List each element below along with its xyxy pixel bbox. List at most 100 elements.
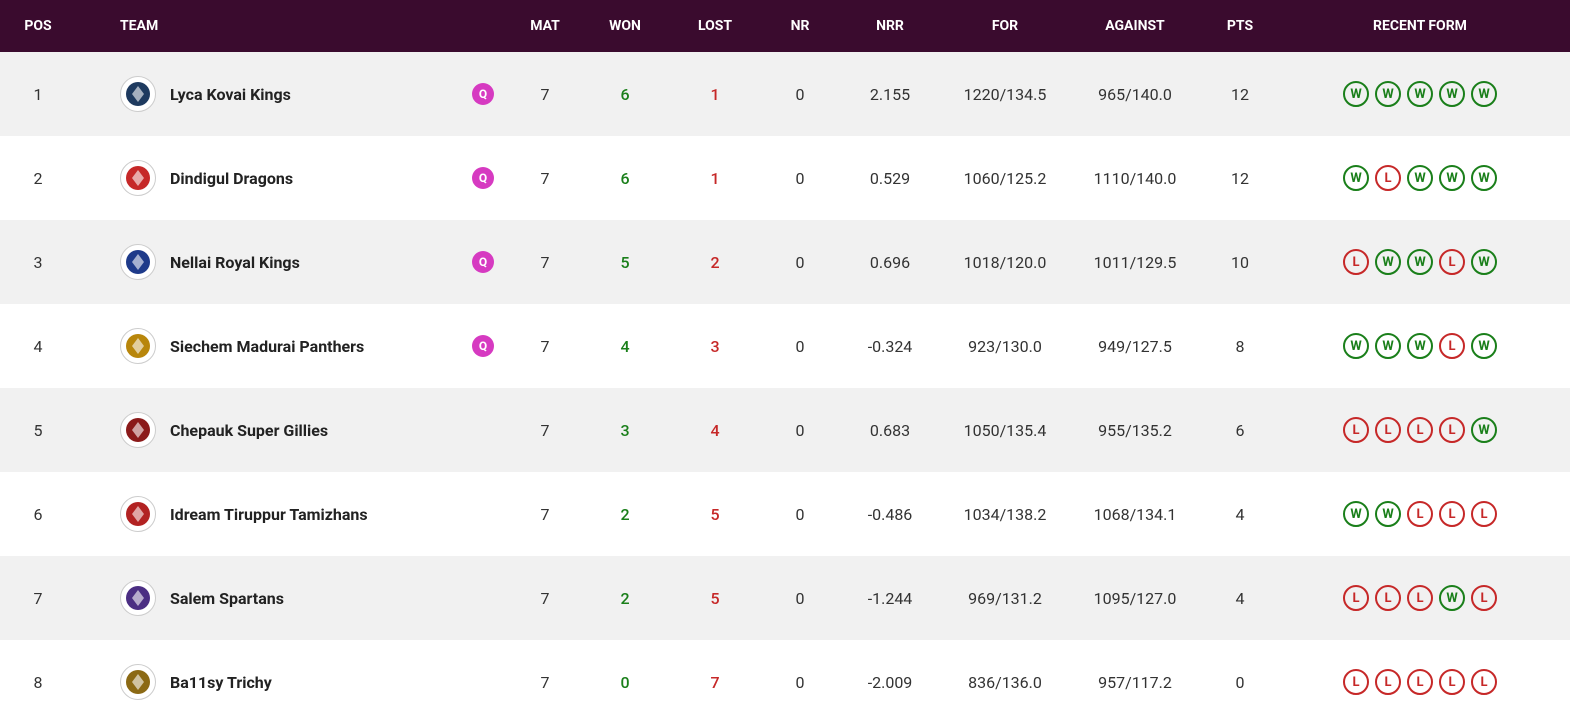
form-win-badge: W	[1343, 501, 1369, 527]
cell-lost: 5	[670, 589, 760, 608]
cell-lost: 7	[670, 673, 760, 692]
form-win-badge: W	[1439, 585, 1465, 611]
form-loss-badge: L	[1375, 669, 1401, 695]
qualified-badge: Q	[472, 251, 494, 273]
team-logo-icon	[120, 160, 156, 196]
table-row: 5Chepauk Super Gillies73400.6831050/135.…	[0, 388, 1570, 472]
cell-pts: 10	[1200, 253, 1280, 272]
cell-for: 1060/125.2	[940, 169, 1070, 188]
qualified-badge: Q	[472, 167, 494, 189]
team-name-label: Siechem Madurai Panthers	[170, 337, 364, 356]
cell-pts: 6	[1200, 421, 1280, 440]
cell-nr: 0	[760, 253, 840, 272]
form-loss-badge: L	[1471, 501, 1497, 527]
team-name-label: Idream Tiruppur Tamizhans	[170, 505, 368, 524]
header-lost: LOST	[670, 18, 760, 34]
cell-pos: 3	[0, 253, 60, 272]
cell-against: 955/135.2	[1070, 421, 1200, 440]
cell-team: Siechem Madurai Panthers Q	[60, 328, 510, 364]
form-win-badge: W	[1439, 165, 1465, 191]
form-loss-badge: L	[1343, 249, 1369, 275]
cell-won: 0	[580, 673, 670, 692]
cell-lost: 3	[670, 337, 760, 356]
qualified-badge: Q	[472, 335, 494, 357]
form-win-badge: W	[1407, 81, 1433, 107]
table-header-row: POS TEAM MAT WON LOST NR NRR FOR AGAINST…	[0, 0, 1570, 52]
cell-pos: 7	[0, 589, 60, 608]
cell-for: 969/131.2	[940, 589, 1070, 608]
cell-nr: 0	[760, 421, 840, 440]
cell-pos: 1	[0, 85, 60, 104]
form-win-badge: W	[1471, 165, 1497, 191]
cell-team: Ba11sy Trichy	[60, 664, 510, 700]
form-loss-badge: L	[1407, 501, 1433, 527]
form-loss-badge: L	[1407, 585, 1433, 611]
cell-nr: 0	[760, 85, 840, 104]
team-logo-icon	[120, 76, 156, 112]
form-win-badge: W	[1471, 417, 1497, 443]
form-loss-badge: L	[1343, 585, 1369, 611]
cell-nrr: -0.324	[840, 337, 940, 356]
form-loss-badge: L	[1439, 249, 1465, 275]
cell-nrr: -2.009	[840, 673, 940, 692]
header-form: RECENT FORM	[1280, 18, 1560, 34]
cell-against: 1068/134.1	[1070, 505, 1200, 524]
cell-pos: 4	[0, 337, 60, 356]
cell-pts: 8	[1200, 337, 1280, 356]
cell-nrr: -1.244	[840, 589, 940, 608]
cell-won: 5	[580, 253, 670, 272]
header-for: FOR	[940, 18, 1070, 34]
cell-lost: 4	[670, 421, 760, 440]
qualified-badge: Q	[472, 83, 494, 105]
cell-mat: 7	[510, 169, 580, 188]
form-loss-badge: L	[1439, 501, 1465, 527]
cell-team: Lyca Kovai KingsQ	[60, 76, 510, 112]
cell-nrr: -0.486	[840, 505, 940, 524]
team-name-label: Ba11sy Trichy	[170, 673, 272, 692]
cell-lost: 1	[670, 169, 760, 188]
cell-team: Salem Spartans	[60, 580, 510, 616]
cell-against: 1011/129.5	[1070, 253, 1200, 272]
cell-nr: 0	[760, 169, 840, 188]
cell-for: 923/130.0	[940, 337, 1070, 356]
header-nr: NR	[760, 18, 840, 34]
team-name-label: Dindigul Dragons	[170, 169, 293, 188]
cell-won: 3	[580, 421, 670, 440]
form-win-badge: W	[1343, 81, 1369, 107]
form-win-badge: W	[1375, 333, 1401, 359]
cell-for: 836/136.0	[940, 673, 1070, 692]
form-win-badge: W	[1439, 81, 1465, 107]
table-row: 4Siechem Madurai PanthersQ7430-0.324923/…	[0, 304, 1570, 388]
form-loss-badge: L	[1407, 669, 1433, 695]
header-team: TEAM	[60, 18, 510, 34]
cell-mat: 7	[510, 253, 580, 272]
header-pos: POS	[0, 18, 60, 34]
cell-form: LLLWL	[1280, 585, 1560, 611]
cell-lost: 2	[670, 253, 760, 272]
table-row: 6Idream Tiruppur Tamizhans7250-0.4861034…	[0, 472, 1570, 556]
table-row: 8Ba11sy Trichy7070-2.009836/136.0957/117…	[0, 640, 1570, 724]
team-logo-icon	[120, 664, 156, 700]
team-logo-icon	[120, 580, 156, 616]
cell-pts: 4	[1200, 505, 1280, 524]
form-loss-badge: L	[1407, 417, 1433, 443]
cell-pos: 5	[0, 421, 60, 440]
cell-pts: 0	[1200, 673, 1280, 692]
team-logo-icon	[120, 496, 156, 532]
form-loss-badge: L	[1471, 585, 1497, 611]
cell-won: 2	[580, 505, 670, 524]
cell-form: LLLLW	[1280, 417, 1560, 443]
cell-mat: 7	[510, 85, 580, 104]
cell-lost: 1	[670, 85, 760, 104]
form-win-badge: W	[1471, 249, 1497, 275]
cell-nr: 0	[760, 337, 840, 356]
table-row: 2Dindigul DragonsQ76100.5291060/125.2111…	[0, 136, 1570, 220]
form-loss-badge: L	[1375, 165, 1401, 191]
cell-for: 1018/120.0	[940, 253, 1070, 272]
cell-pos: 6	[0, 505, 60, 524]
cell-won: 6	[580, 169, 670, 188]
form-loss-badge: L	[1343, 669, 1369, 695]
cell-team: Idream Tiruppur Tamizhans	[60, 496, 510, 532]
team-name-label: Salem Spartans	[170, 589, 284, 608]
cell-form: WLWWW	[1280, 165, 1560, 191]
